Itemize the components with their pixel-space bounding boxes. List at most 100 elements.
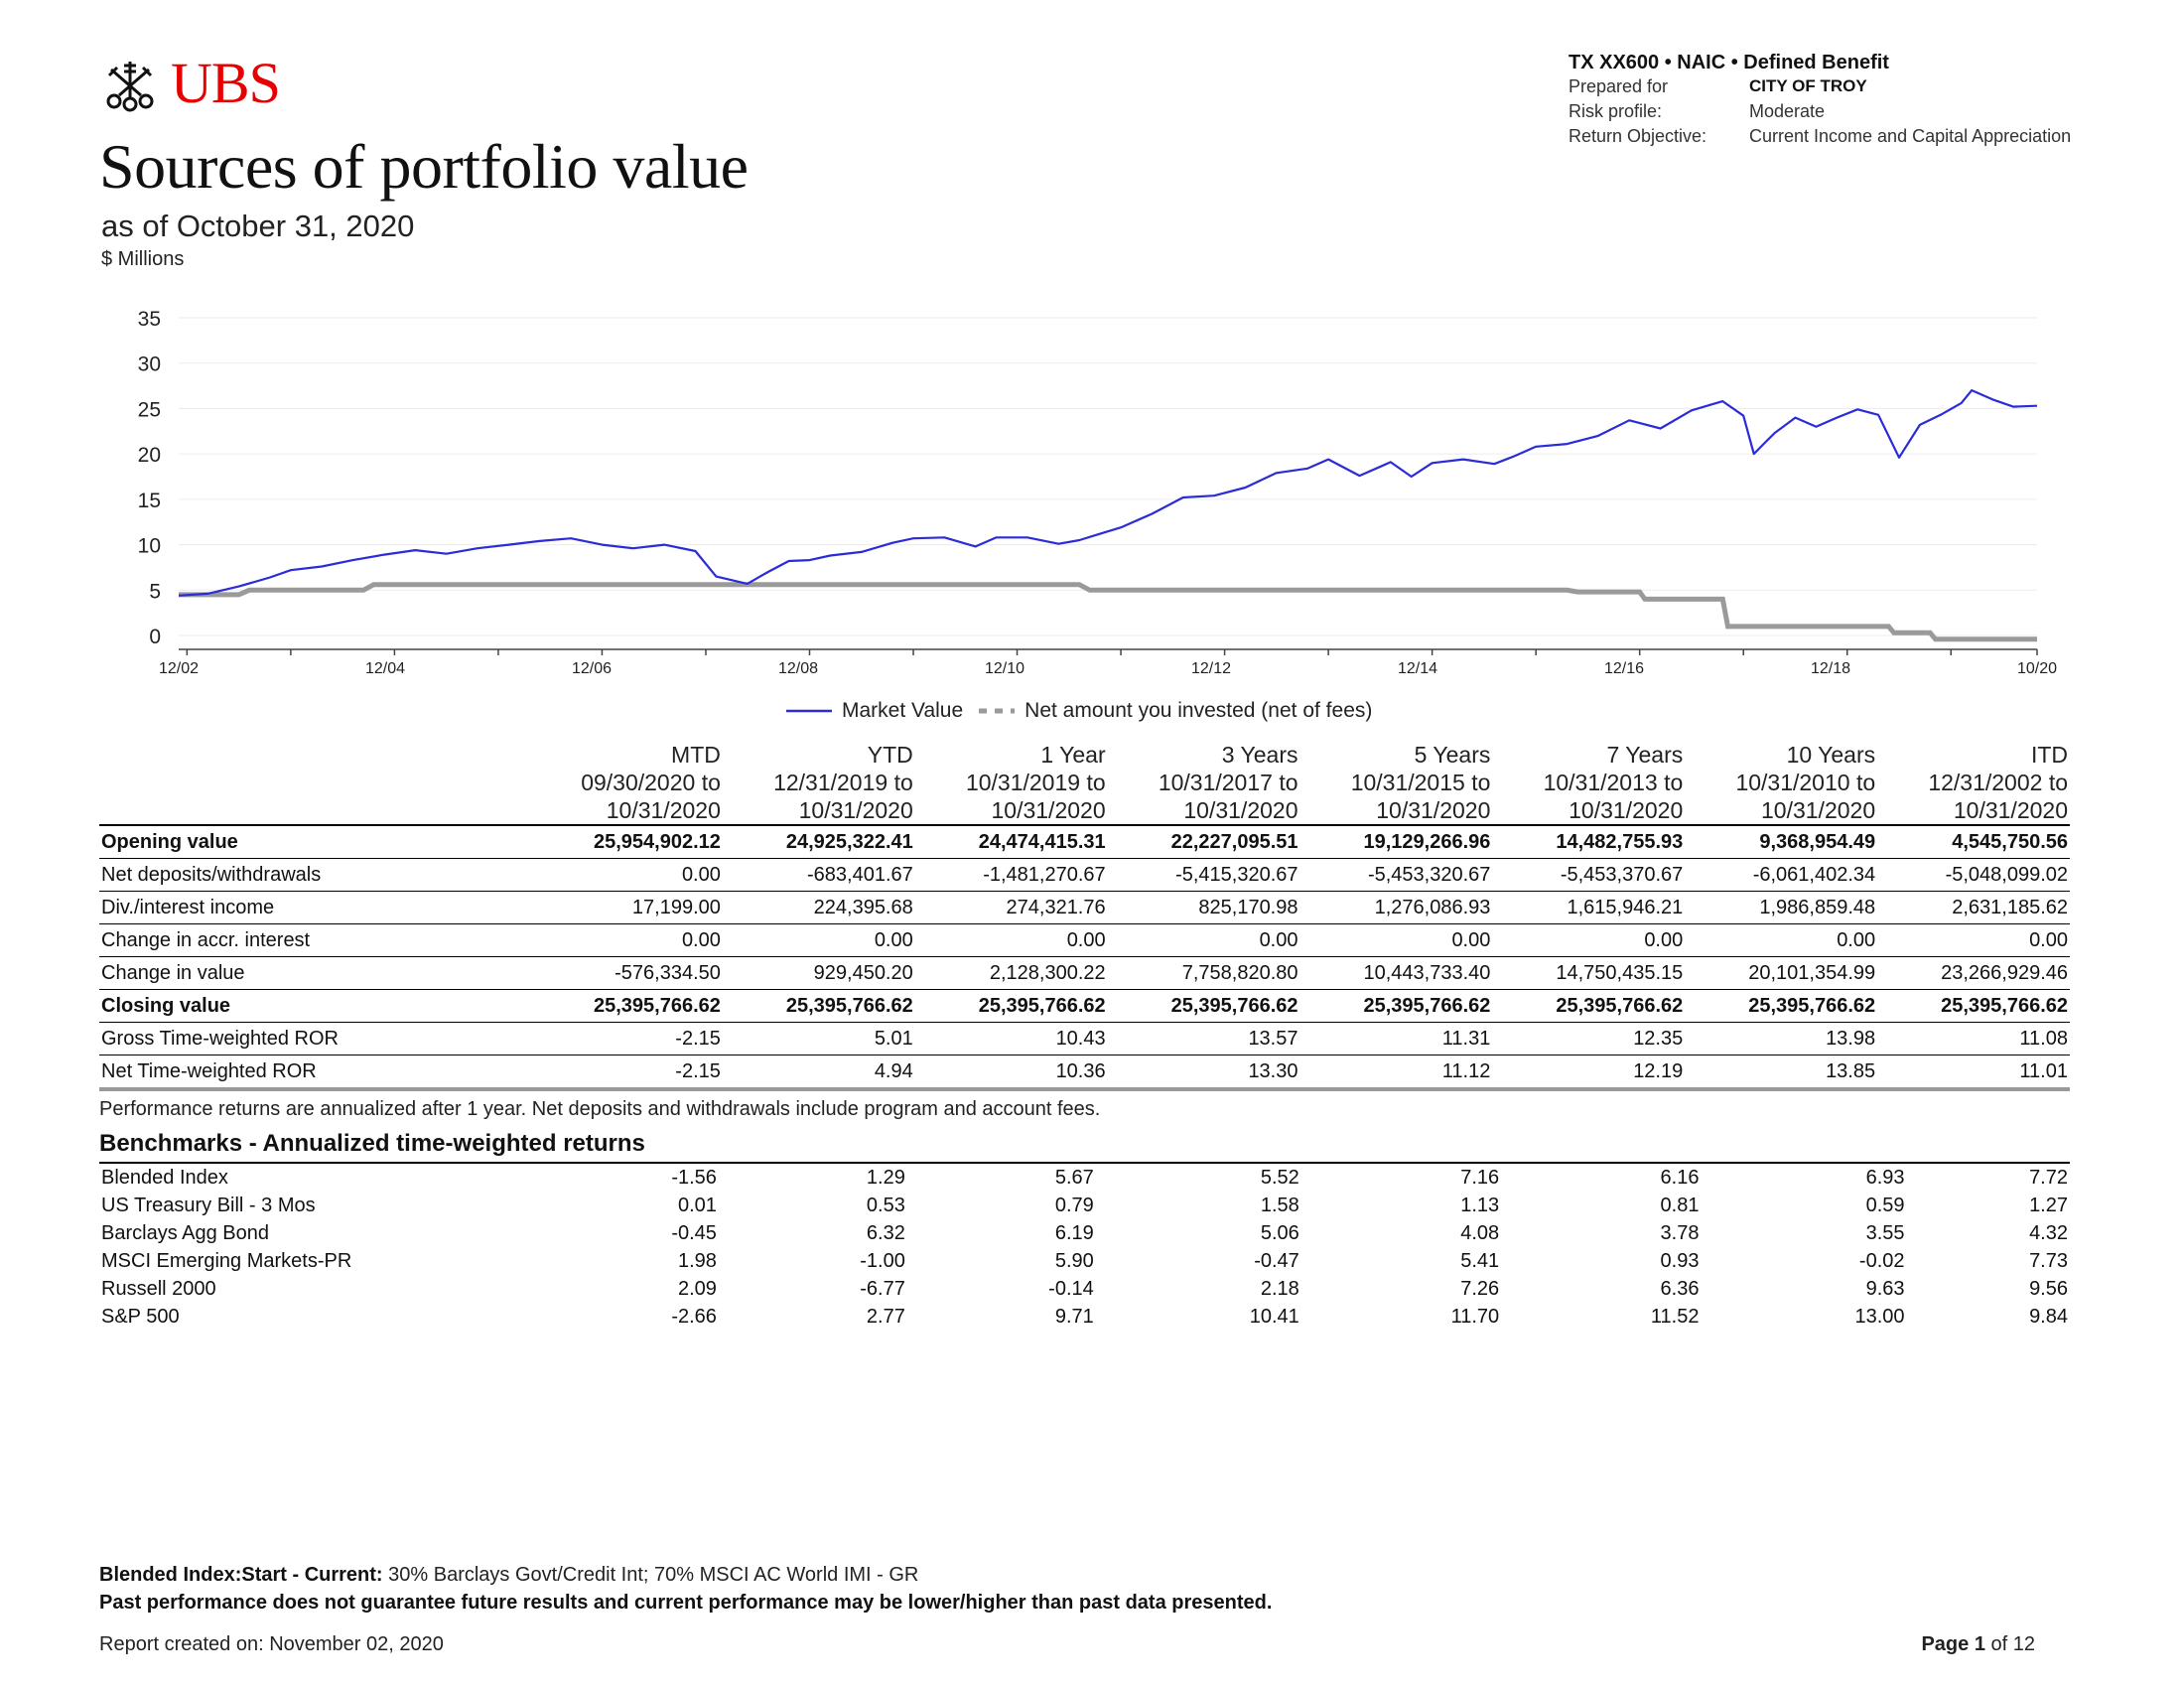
x-tick-label: 12/10 [985,660,1024,677]
table-cell: 11.12 [1299,1055,1493,1091]
table-cell: 0.00 [722,923,915,957]
benchmark-label: S&P 500 [101,1305,180,1328]
period-to: 10/31/2020 [914,796,1108,826]
chart-y-axis: 35 30 25 20 15 10 5 0 [138,308,161,648]
row-label: Gross Time-weighted ROR [99,1022,530,1055]
return-objective-label: Return Objective: [1569,126,1707,146]
row-label: Change in accr. interest [99,923,530,957]
period-to: 10/31/2020 [1492,796,1686,826]
period-to: 10/31/2020 [530,796,723,826]
table-cell: 11.31 [1299,1022,1493,1055]
market-value-legend-label: Market Value [842,699,964,722]
disclaimer: Past performance does not guarantee futu… [99,1592,1273,1614]
benchmark-cell: 3.55 [1865,1221,1905,1244]
table-cell: 25,395,766.62 [1107,989,1300,1023]
keys-emblem-icon [106,62,154,112]
x-tick-label: 12/02 [159,660,199,677]
performance-table: MTD YTD 1 Year 3 Years 5 Years 7 Years 1… [99,741,2070,1091]
period-to: 10/31/2020 [1877,796,2070,826]
page-label: Page [1921,1633,1970,1655]
table-cell: 0.00 [1107,923,1300,957]
performance-rows: Opening value 25,954,902.12 24,925,322.41 2… [99,825,2070,1091]
account-details: Prepared for CITY OF TROY Risk profile: … [1569,76,2071,151]
benchmark-row: Blended Index -1.56 1.29 5.67 5.52 7.16 6.16 6.… [99,1163,2070,1192]
table-cell: 0.00 [530,858,723,892]
period-from: 09/30/2020 to [581,770,721,795]
table-cell: 224,395.68 [722,891,915,924]
benchmark-cell: 7.73 [2029,1249,2068,1272]
row-label: Net deposits/withdrawals [99,858,530,892]
chart-x-axis: 12/02 12/04 12/06 12/08 12/10 12/12 12/14 12/16… [159,648,2057,677]
period-from: 10/31/2015 to [1350,770,1491,795]
account-identifier: TX XX600 • NAIC • Defined Benefit [1569,52,1889,73]
table-cell: 929,450.20 [722,956,915,990]
benchmark-rows: Blended Index -1.56 1.29 5.67 5.52 7.16 6.16 6.… [99,1163,2070,1331]
table-cell: 12.19 [1492,1055,1686,1091]
benchmark-cell: -0.45 [671,1221,717,1244]
row-label: Opening value [99,825,530,859]
period-from: 10/31/2013 to [1543,770,1684,795]
table-cell: -5,048,099.02 [1877,858,2070,892]
benchmark-row: Russell 2000 2.09 -6.77 -0.14 2.18 7.26 6.36 9.… [99,1275,2070,1303]
page-number: Page 1 of 12 [1921,1633,2035,1656]
period-name: YTD [867,742,913,768]
benchmark-cell: 1.58 [1260,1194,1299,1216]
x-tick-label: 12/06 [572,660,612,677]
benchmark-cell: 5.06 [1260,1221,1299,1244]
x-tick-label: 12/18 [1811,660,1850,677]
page-title: Sources of portfolio value [99,131,749,202]
x-tick-label: 12/04 [365,660,405,677]
benchmarks-title: Benchmarks - Annualized time-weighted re… [99,1130,645,1157]
period-from: 10/31/2017 to [1158,770,1298,795]
benchmark-cell: 7.72 [2029,1166,2068,1189]
table-cell: 0.00 [1685,923,1878,957]
blended-index-label: Blended Index [99,1564,235,1586]
table-cell: 0.00 [1492,923,1686,957]
benchmark-cell: 1.27 [2029,1194,2068,1216]
table-cell: 10.43 [914,1022,1108,1055]
table-cell: -6,061,402.34 [1685,858,1878,892]
net-invested-line [179,582,2037,642]
table-cell: -5,415,320.67 [1107,858,1300,892]
table-cell: 24,474,415.31 [914,825,1108,859]
benchmark-cell: 0.93 [1660,1249,1700,1272]
table-cell: 24,925,322.41 [722,825,915,859]
benchmark-cell: 5.52 [1260,1166,1299,1189]
table-cell: 23,266,929.46 [1877,956,2070,990]
benchmark-cell: 6.19 [1054,1221,1094,1244]
row-label: Closing value [99,989,530,1023]
benchmark-cell: 6.16 [1660,1166,1700,1189]
blended-index-footnote: Blended Index:Start - Current: 30% Barcl… [99,1564,918,1587]
market-value-line [178,388,2038,597]
benchmark-cell: 9.84 [2029,1305,2068,1328]
table-cell: 0.00 [1299,923,1493,957]
period-to: 10/31/2020 [1685,796,1878,826]
benchmark-cell: -0.14 [1048,1277,1094,1300]
table-row: Net deposits/withdrawals 0.00 -683,401.67-… [99,858,2070,892]
table-row: Div./interest income 17,199.00 224,395.68 2… [99,891,2070,924]
y-tick-label: 15 [138,490,161,512]
benchmark-cell: 2.18 [1260,1277,1299,1300]
row-label: Change in value [99,956,530,990]
benchmark-label: Barclays Agg Bond [101,1221,269,1244]
benchmark-cell: 10.41 [1249,1305,1299,1328]
page-total: of 12 [1990,1633,2035,1655]
y-tick-label: 10 [138,535,161,558]
performance-note: Performance returns are annualized after… [99,1098,1101,1120]
table-cell: 274,321.76 [914,891,1108,924]
table-cell: 25,395,766.62 [1685,989,1878,1023]
row-label: Net Time-weighted ROR [99,1055,530,1091]
benchmark-cell: 6.32 [866,1221,905,1244]
blended-index-description: 30% Barclays Govt/Credit Int; 70% MSCI A… [382,1564,919,1586]
y-tick-label: 5 [149,580,161,603]
x-tick-label: 12/08 [778,660,818,677]
table-cell: 20,101,354.99 [1685,956,1878,990]
period-name: 7 Years [1606,742,1684,768]
table-cell: 7,758,820.80 [1107,956,1300,990]
benchmark-cell: 4.32 [2029,1221,2068,1244]
table-cell: 25,954,902.12 [530,825,723,859]
benchmark-row: US Treasury Bill - 3 Mos 0.01 0.53 0.79 1.58… [99,1192,2070,1219]
benchmark-cell: 5.67 [1054,1166,1094,1189]
benchmark-cell: 1.98 [677,1249,717,1272]
table-cell: 9,368,954.49 [1685,825,1878,859]
